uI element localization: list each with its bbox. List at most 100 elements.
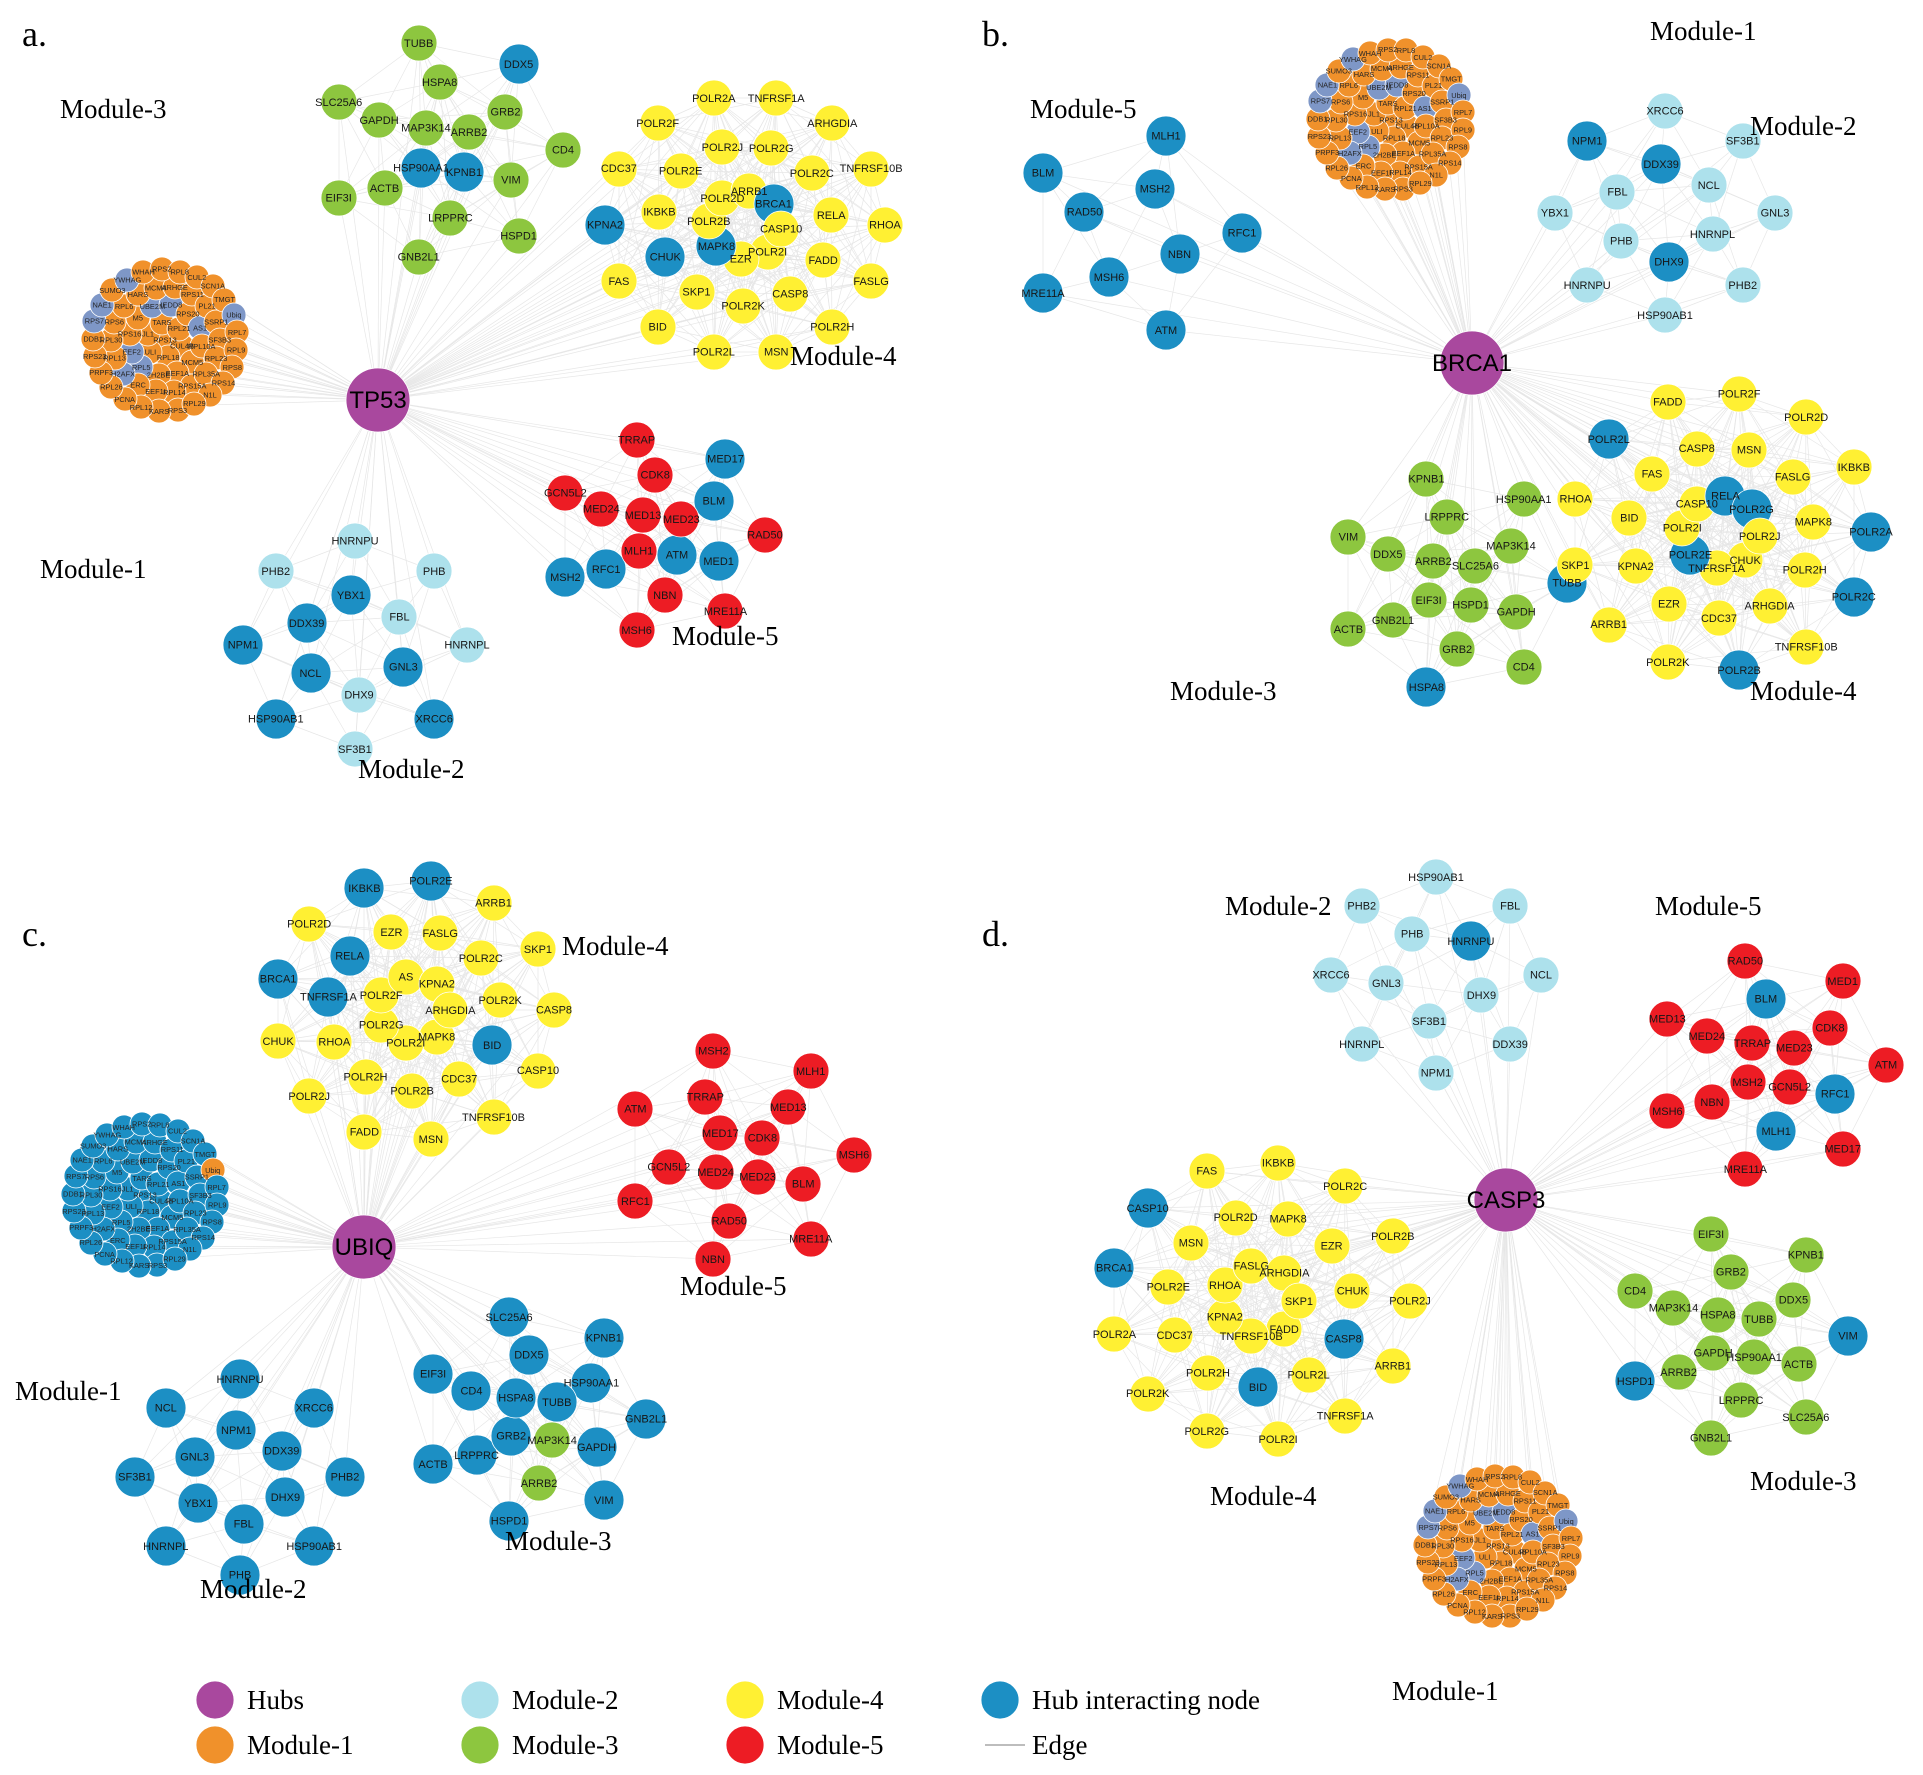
svg-text:NBN: NBN [702,1254,725,1266]
svg-text:POLR2D: POLR2D [287,918,331,930]
svg-text:SF3B3: SF3B3 [189,1191,212,1200]
svg-text:POLR2C: POLR2C [1323,1181,1367,1193]
svg-text:RPL14: RPL14 [143,1243,166,1252]
svg-text:DDB1: DDB1 [1308,114,1328,123]
svg-text:M5: M5 [1358,93,1368,102]
svg-text:TNFRSF1A: TNFRSF1A [1688,563,1746,575]
svg-text:RPL18: RPL18 [157,353,180,362]
svg-text:RAD50: RAD50 [747,530,782,542]
svg-text:POLR2G: POLR2G [749,143,794,155]
svg-text:POLR2I: POLR2I [1259,1434,1298,1446]
svg-text:Module-5: Module-5 [672,621,778,651]
svg-text:RAD50: RAD50 [1728,956,1763,968]
svg-text:POLR2D: POLR2D [1784,412,1828,424]
svg-text:SF3B3: SF3B3 [208,336,231,345]
svg-text:RHOA: RHOA [1560,493,1592,505]
svg-text:JL1: JL1 [122,1184,134,1193]
svg-text:Module-5: Module-5 [680,1271,786,1301]
svg-text:SUMO3: SUMO3 [1326,66,1352,75]
svg-text:NPM1: NPM1 [228,640,259,652]
svg-text:POLR2F: POLR2F [636,118,679,130]
svg-text:H2AFX: H2AFX [1338,149,1362,158]
svg-text:RPL8: RPL8 [170,268,189,277]
svg-text:Module-1: Module-1 [15,1376,121,1406]
svg-text:POLR2E: POLR2E [659,166,702,178]
svg-text:RAD50: RAD50 [1067,206,1102,218]
svg-text:ARHGDIA: ARHGDIA [1259,1267,1310,1279]
svg-text:RPL29: RPL29 [183,399,206,408]
svg-text:RPL12: RPL12 [130,403,153,412]
svg-text:RPL9: RPL9 [1561,1552,1580,1561]
svg-text:RPS23: RPS23 [1308,132,1331,141]
svg-text:Module-3: Module-3 [512,1730,618,1760]
svg-text:XRCC6: XRCC6 [1312,970,1349,982]
svg-text:PCNA: PCNA [114,395,135,404]
svg-text:GNB2L1: GNB2L1 [398,252,440,264]
svg-text:MED23: MED23 [663,514,700,526]
svg-text:HNRNPL: HNRNPL [1690,229,1735,241]
svg-text:IEDD8: IEDD8 [1387,80,1409,89]
svg-text:POLR2F: POLR2F [1718,388,1761,400]
svg-text:HSPA8: HSPA8 [1409,682,1444,694]
svg-text:DHX9: DHX9 [1467,990,1496,1002]
svg-text:HNRNPL: HNRNPL [1339,1039,1384,1051]
svg-text:MLH1: MLH1 [624,546,653,558]
svg-text:POLR2K: POLR2K [721,300,765,312]
svg-text:FBL: FBL [234,1519,254,1531]
svg-text:RPS11: RPS11 [1407,71,1430,80]
svg-text:MSN: MSN [1737,444,1762,456]
svg-text:TUBB: TUBB [1744,1314,1773,1326]
svg-text:RPL26: RPL26 [100,383,123,392]
svg-text:SF3B1: SF3B1 [1412,1016,1446,1028]
svg-text:IKBKB: IKBKB [1838,462,1870,474]
svg-text:DHX9: DHX9 [344,690,373,702]
svg-text:POLR2J: POLR2J [288,1091,330,1103]
svg-text:ACTB: ACTB [1784,1359,1813,1371]
svg-text:Module-4: Module-4 [1750,676,1857,706]
svg-text:FASLG: FASLG [853,276,888,288]
svg-text:CD4: CD4 [1513,661,1535,673]
svg-text:PCNA: PCNA [1447,1601,1468,1610]
svg-text:TNFRSF10B: TNFRSF10B [1220,1331,1283,1343]
svg-text:LRPPRC: LRPPRC [1424,512,1469,524]
svg-text:RPL30: RPL30 [1325,116,1348,125]
svg-text:EEF1I: EEF1I [125,1242,146,1251]
svg-text:Module-2: Module-2 [358,754,464,784]
svg-text:CDK8: CDK8 [748,1133,777,1145]
svg-text:POLR2B: POLR2B [1371,1231,1414,1243]
svg-text:MED17: MED17 [1824,1143,1861,1155]
svg-text:CUL2: CUL2 [1521,1478,1540,1487]
svg-text:MSH2: MSH2 [550,572,581,584]
svg-text:RPL23: RPL23 [205,354,228,363]
svg-text:POLR2H: POLR2H [1783,564,1827,576]
svg-text:SUMO3: SUMO3 [80,1142,106,1151]
svg-text:MCM5: MCM5 [1408,139,1430,148]
svg-text:PHB: PHB [1401,928,1424,940]
svg-text:GCN5L2: GCN5L2 [647,1162,690,1174]
svg-text:FAS: FAS [1196,1165,1217,1177]
svg-text:MRE11A: MRE11A [1021,288,1065,300]
svg-text:GAPDH: GAPDH [1497,607,1536,619]
svg-text:ARHGDIA: ARHGDIA [807,118,858,130]
svg-text:HNRNPU: HNRNPU [216,1374,263,1386]
svg-text:SF3B1: SF3B1 [118,1472,152,1484]
svg-text:RPL6: RPL6 [115,302,134,311]
svg-text:Module-2: Module-2 [200,1574,306,1604]
svg-text:SCN1A: SCN1A [1427,62,1452,71]
svg-text:IEDD8: IEDD8 [161,301,183,310]
svg-text:YWHAG: YWHAG [113,276,141,285]
svg-text:MCM5: MCM5 [1515,1564,1537,1573]
svg-text:MSN: MSN [419,1134,444,1146]
svg-text:RPL7: RPL7 [228,328,247,337]
svg-text:RPL30: RPL30 [100,336,123,345]
svg-text:FAS: FAS [609,276,630,288]
svg-text:ARRB2: ARRB2 [1415,556,1452,568]
svg-text:RPS23: RPS23 [62,1207,85,1216]
svg-text:RPS2: RPS2 [152,265,171,274]
svg-text:POLR2J: POLR2J [1389,1296,1431,1308]
svg-text:NPM1: NPM1 [221,1425,252,1437]
svg-text:GCN5L2: GCN5L2 [544,487,587,499]
svg-text:MAP3K14: MAP3K14 [401,122,451,134]
svg-text:RFC1: RFC1 [1228,228,1257,240]
svg-text:IKBKB: IKBKB [643,207,675,219]
